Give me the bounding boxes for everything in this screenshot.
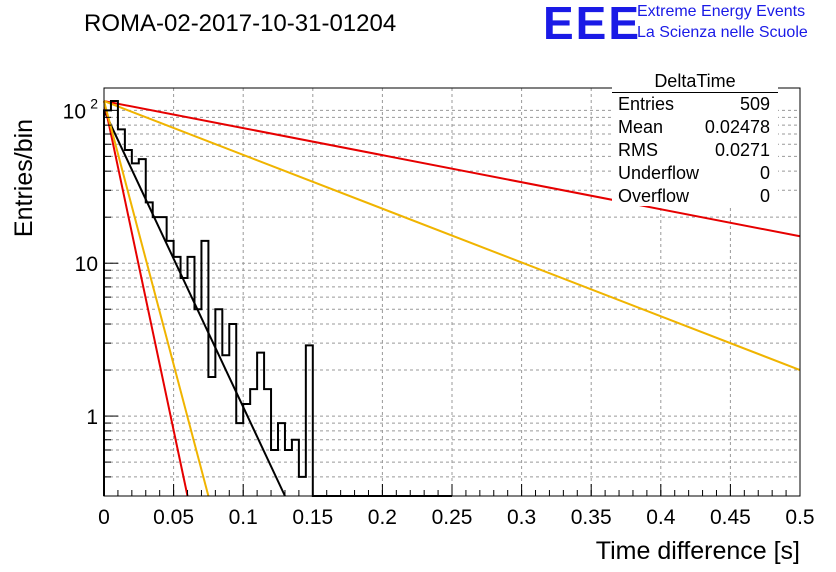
y-tick-label: 10 bbox=[63, 100, 86, 123]
stat-row-mean: Mean 0.02478 bbox=[618, 116, 770, 138]
x-tick-label: 0.45 bbox=[710, 506, 751, 529]
x-tick-label: 0 bbox=[98, 506, 110, 529]
axis-ticks bbox=[103, 109, 801, 497]
x-tick-label: 0.15 bbox=[292, 506, 333, 529]
y-tick-exponent: 2 bbox=[90, 95, 98, 111]
histogram-bin bbox=[285, 450, 292, 496]
x-tick-label: 0.1 bbox=[229, 506, 258, 529]
fit-curve bbox=[103, 100, 801, 371]
stat-row-overflow: Overflow 0 bbox=[618, 185, 770, 207]
stat-value: 0.0271 bbox=[714, 140, 770, 160]
x-tick-label: 0.3 bbox=[507, 506, 536, 529]
x-tick-label: 0.4 bbox=[646, 506, 676, 529]
stat-label: Mean bbox=[618, 117, 664, 137]
stat-row-entries: Entries 509 bbox=[618, 93, 770, 115]
stat-value: 0 bbox=[759, 186, 770, 206]
histogram-bin bbox=[257, 353, 264, 496]
logo-line-1: Extreme Energy Events bbox=[637, 3, 806, 20]
stat-value: 0 bbox=[759, 163, 770, 183]
stat-row-underflow: Underflow 0 bbox=[618, 162, 770, 184]
x-tick-label: 0.5 bbox=[785, 506, 814, 529]
histogram-bin bbox=[146, 202, 153, 496]
stat-label: Overflow bbox=[618, 186, 690, 206]
histogram-bin bbox=[229, 324, 236, 496]
stats-box: DeltaTime Entries 509 Mean 0.02478 RMS 0… bbox=[612, 70, 778, 206]
y-tick-label: 10 bbox=[75, 253, 98, 276]
stat-label: Entries bbox=[618, 94, 675, 114]
histogram-bin bbox=[250, 389, 257, 496]
stat-value: 509 bbox=[739, 94, 770, 114]
histogram-bin bbox=[292, 440, 299, 496]
fit-curve bbox=[103, 100, 210, 497]
stat-row-rms: RMS 0.0271 bbox=[618, 139, 770, 161]
histogram-bin bbox=[160, 217, 167, 496]
x-tick-label: 0.25 bbox=[432, 506, 473, 529]
stat-label: Underflow bbox=[618, 163, 700, 183]
stat-value: 0.02478 bbox=[704, 117, 770, 137]
run-title: ROMA-02-2017-10-31-01204 bbox=[84, 10, 397, 37]
histogram-bin bbox=[236, 423, 243, 496]
histogram-bin bbox=[299, 477, 306, 496]
logo-line-2: La Scienza nelle Scuole bbox=[637, 24, 808, 41]
stat-label: RMS bbox=[618, 140, 658, 160]
x-tick-label: 0.2 bbox=[368, 506, 397, 529]
histogram-bin bbox=[264, 389, 271, 496]
stats-title: DeltaTime bbox=[612, 70, 778, 93]
y-axis-title: Entries/bin bbox=[10, 119, 38, 237]
fit-curve bbox=[103, 100, 189, 497]
x-axis-title: Time difference [s] bbox=[596, 537, 800, 565]
eee-logo: EEE bbox=[543, 0, 642, 49]
fit-curve bbox=[103, 100, 801, 238]
histogram-bin bbox=[215, 309, 222, 496]
histogram-bin bbox=[208, 377, 215, 496]
tick-labels: 0 0.05 0.1 0.15 0.2 0.25 0.3 0.35 0.4 0.45 0.5 1 10 1… bbox=[63, 95, 815, 529]
x-tick-label: 0.35 bbox=[571, 506, 612, 529]
x-tick-label: 0.05 bbox=[153, 506, 194, 529]
histogram-bin bbox=[139, 159, 146, 496]
histogram-bin bbox=[104, 110, 111, 496]
histogram-bin bbox=[167, 241, 174, 496]
fit-curves bbox=[103, 100, 801, 497]
y-tick-label: 1 bbox=[86, 406, 98, 429]
grid-lines bbox=[103, 88, 801, 497]
histogram-bin bbox=[306, 345, 313, 496]
histogram-bin bbox=[201, 241, 208, 496]
